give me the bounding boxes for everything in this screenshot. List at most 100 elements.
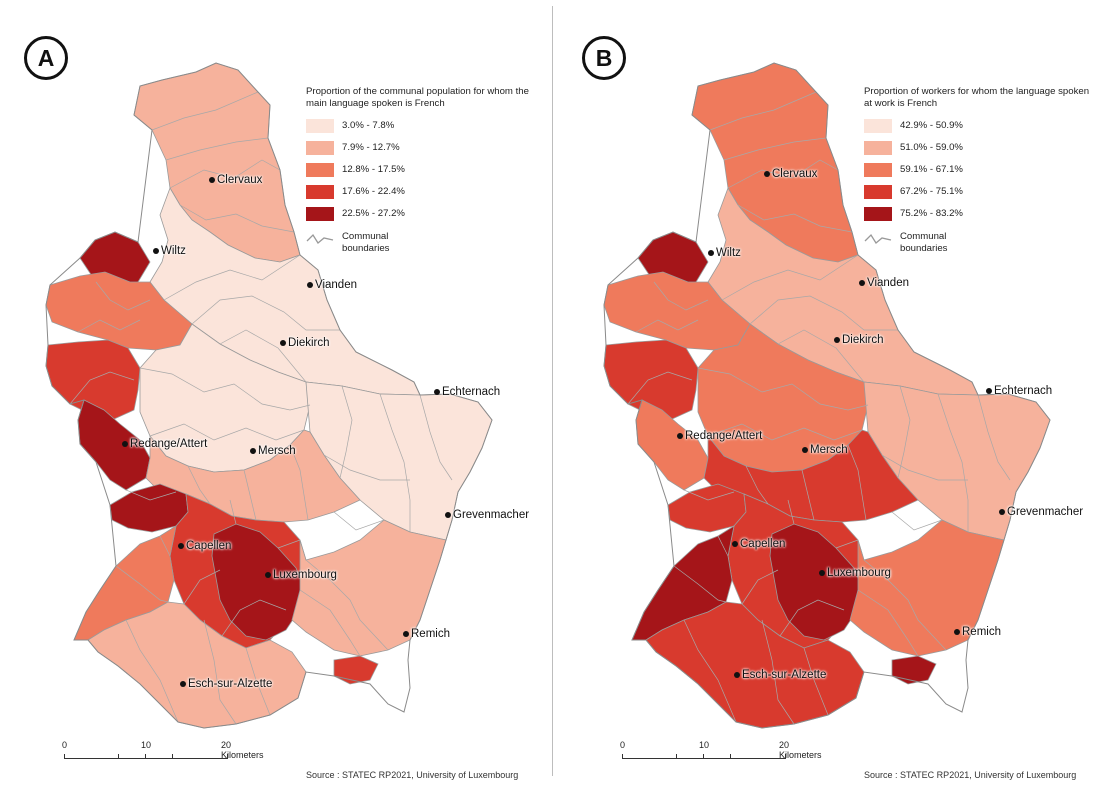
city-dot: [708, 249, 714, 256]
legend-item: 12.8% - 17.5%: [306, 159, 536, 181]
commune-boundary: [333, 511, 385, 531]
legend: Proportion of workers for whom the langu…: [864, 86, 1094, 254]
scale-tick-label: 0: [62, 740, 68, 750]
commune-boundary: [245, 647, 271, 716]
city-label: Redange/Attert: [677, 430, 762, 442]
source-note: Source : STATEC RP2021, University of Lu…: [864, 770, 1077, 780]
legend-swatch: [864, 141, 892, 155]
scale-tick-label: 20 Kilometers: [779, 740, 822, 760]
commune-boundary: [115, 565, 169, 603]
commune-boundary: [219, 329, 307, 383]
legend-label: 51.0% - 59.0%: [900, 142, 963, 154]
country-outline: [45, 62, 493, 729]
commune-boundary: [891, 511, 943, 531]
city-dot: [307, 281, 313, 288]
legend-boundary-item: Communal boundaries: [306, 231, 536, 254]
commune-boundary: [179, 204, 295, 233]
commune-boundary: [77, 319, 141, 333]
commune-region-capital_core: [211, 523, 305, 641]
commune-region-north: [691, 62, 859, 263]
commune-boundary: [937, 393, 969, 532]
panel-divider: [552, 6, 553, 776]
commune-boundary: [339, 385, 353, 479]
legend-item: 17.6% - 22.4%: [306, 181, 536, 203]
source-note: Source : STATEC RP2021, University of Lu…: [306, 770, 519, 780]
scale-bar: 0 10 20 Kilometers: [62, 740, 264, 770]
commune-boundary: [881, 454, 968, 481]
legend-swatch: [306, 185, 334, 199]
commune-boundary: [709, 91, 817, 131]
legend-swatch: [864, 119, 892, 133]
commune-boundary: [707, 423, 863, 441]
city-label: Vianden: [307, 279, 357, 291]
city-dot: [153, 247, 159, 254]
commune-boundary: [159, 535, 171, 557]
commune-boundary: [835, 539, 859, 549]
commune-boundary: [683, 619, 737, 723]
city-label: Clervaux: [209, 174, 262, 186]
scale-tick-label: 10: [699, 740, 710, 750]
commune-region-north: [133, 62, 301, 263]
legend-title: Proportion of workers for whom the langu…: [864, 86, 1090, 109]
city-dot: [250, 447, 256, 454]
commune-boundary: [69, 371, 135, 405]
legend-item: 22.5% - 27.2%: [306, 203, 536, 225]
commune-boundary: [299, 589, 361, 657]
commune-boundary: [697, 367, 869, 411]
boundary-line-icon: [306, 233, 334, 244]
city-label: Vianden: [859, 277, 909, 289]
legend-item: 75.2% - 83.2%: [864, 203, 1094, 225]
commune-boundary: [191, 295, 340, 331]
city-dot: [802, 446, 808, 453]
scale-tick-label: 0: [620, 740, 626, 750]
scale-bar-line: [622, 754, 786, 759]
legend-swatch: [864, 163, 892, 177]
commune-region-remich: [333, 655, 379, 685]
legend-boundary-item: Communal boundaries: [864, 231, 1094, 254]
commune-boundary: [777, 329, 865, 383]
commune-region-south_band: [667, 483, 747, 533]
commune-boundary: [139, 367, 311, 411]
commune-boundary: [635, 319, 699, 333]
commune-boundary: [741, 569, 779, 605]
legend-label: 59.1% - 67.1%: [900, 164, 963, 176]
city-dot: [122, 440, 128, 447]
commune-boundary: [203, 619, 237, 725]
city-label: Echternach: [434, 386, 500, 398]
legend-item: 67.2% - 75.1%: [864, 181, 1094, 203]
city-label: Mersch: [250, 445, 296, 457]
city-dot: [280, 339, 286, 346]
panel-badge: A: [24, 36, 68, 80]
city-dot: [445, 511, 451, 518]
boundary-line-icon: [864, 233, 892, 244]
scale-tick-label: 10: [141, 740, 152, 750]
commune-region-capital_core: [769, 523, 863, 641]
city-label: Echternach: [986, 385, 1052, 397]
legend-swatch: [306, 207, 334, 221]
city-label: Esch-sur-Alzette: [180, 678, 272, 690]
city-dot: [764, 170, 770, 177]
commune-boundary: [289, 444, 309, 521]
commune-boundary: [787, 499, 795, 525]
commune-boundary: [323, 454, 410, 481]
city-dot: [819, 569, 825, 576]
commune-boundary: [749, 295, 898, 331]
legend-title: Proportion of the communal population fo…: [306, 86, 529, 109]
commune-boundary: [163, 254, 301, 301]
commune-boundary: [221, 599, 287, 637]
commune-boundary: [229, 499, 237, 525]
city-label: Remich: [403, 628, 450, 640]
city-label: Diekirch: [834, 334, 884, 346]
commune-boundary: [897, 385, 911, 479]
city-dot: [677, 432, 683, 439]
commune-boundary: [165, 137, 269, 161]
commune-boundary: [803, 647, 829, 716]
boundary-label: Communal boundaries: [900, 231, 948, 254]
legend-label: 3.0% - 7.8%: [342, 120, 395, 132]
boundary-label: Communal boundaries: [342, 231, 390, 254]
choropleth-map: [45, 62, 493, 729]
city-dot: [265, 571, 271, 578]
commune-boundary: [683, 489, 735, 501]
commune-boundary: [125, 489, 177, 501]
city-dot: [986, 387, 992, 394]
